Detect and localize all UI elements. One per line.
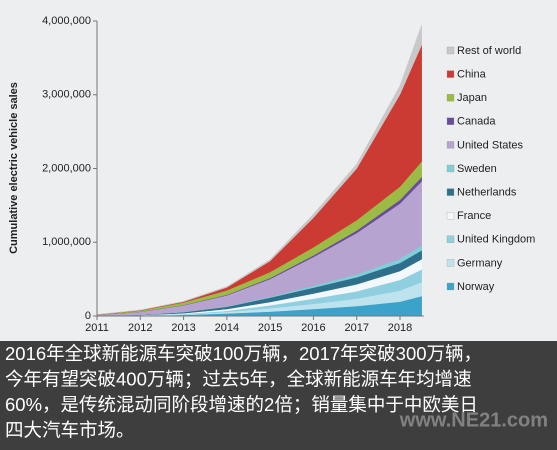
caption-bg [0, 341, 557, 450]
legend-swatch [446, 259, 455, 267]
x-tick-label: 2013 [171, 322, 195, 334]
legend-label: Japan [457, 92, 487, 104]
legend-swatch [446, 164, 455, 173]
legend-label: Rest of world [457, 45, 521, 57]
legend-swatch [446, 235, 455, 243]
y-tick-label: 4,000,000 [42, 15, 91, 27]
legend-swatch [446, 212, 455, 220]
y-axis-label: Cumulative electric vehicle sales [8, 82, 20, 254]
legend-label: China [457, 69, 487, 81]
legend-label: France [457, 210, 491, 222]
caption-line: 60%，是传统混动同阶段增速的2倍；销量集中于中欧美日 [5, 394, 478, 415]
watermark: www.NE21.com [399, 409, 548, 431]
legend-swatch [446, 141, 455, 149]
x-tick-label: 2012 [128, 322, 152, 334]
legend-swatch [446, 94, 455, 102]
legend-label: United States [457, 139, 524, 151]
legend-label: United Kingdom [457, 234, 535, 246]
x-tick-label: 2015 [258, 322, 282, 334]
y-tick-label: 3,000,000 [42, 89, 91, 101]
legend-label: Netherlands [457, 187, 517, 199]
x-tick-label: 2011 [85, 322, 109, 334]
legend-label: Germany [457, 257, 503, 269]
legend-swatch [446, 70, 455, 78]
legend-swatch [446, 282, 455, 291]
x-tick-label: 2014 [215, 322, 239, 334]
x-tick-label: 2017 [344, 322, 368, 334]
caption-line: 四大汽车市场。 [5, 419, 135, 440]
y-tick-label: 1,000,000 [42, 236, 91, 248]
x-tick-label: 2016 [301, 322, 325, 334]
x-tick-label: 2018 [388, 322, 412, 334]
y-tick-label: 2,000,000 [42, 162, 91, 174]
area [96, 24, 422, 315]
legend-swatch [446, 117, 455, 125]
y-tick-label: 0 [85, 310, 91, 322]
legend-label: Canada [457, 116, 496, 128]
caption-line: 2016年全球新能源车突破100万辆，2017年突破300万辆， [5, 343, 482, 364]
caption-line: 今年有望突破400万辆；过去5年，全球新能源车年均增速 [5, 368, 472, 389]
legend-label: Norway [457, 281, 495, 293]
legend-swatch [446, 188, 455, 196]
legend-label: Sweden [457, 163, 497, 175]
legend-swatch [446, 46, 455, 55]
